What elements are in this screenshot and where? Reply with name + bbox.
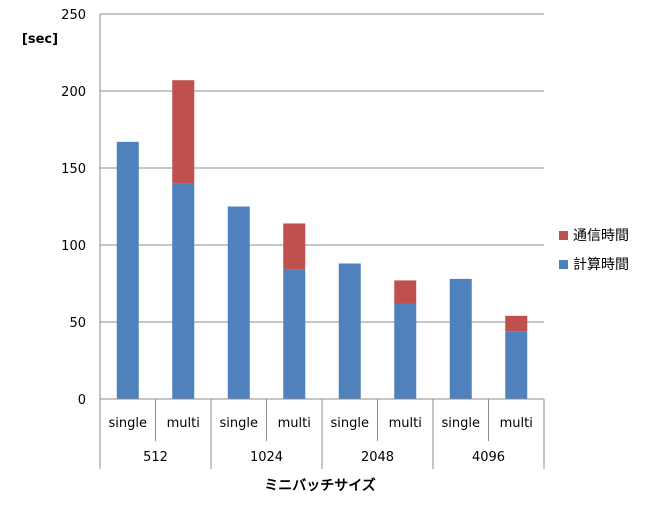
bar-4096-single-series-0 (449, 278, 472, 399)
x-subcategory-label-5: multi (389, 416, 422, 431)
bar-1024-multi-series-1 (283, 223, 306, 270)
bar-4096-multi-series-1 (505, 315, 528, 332)
legend-label-0: 通信時間 (573, 228, 629, 244)
y-tick-label-150: 150 (61, 162, 86, 177)
x-subcategory-label-0: single (109, 416, 148, 431)
gridlines (100, 13, 544, 323)
y-tick-label-100: 100 (61, 239, 86, 254)
bar-512-multi-series-0 (172, 183, 195, 399)
bar-512-multi-series-1 (172, 80, 195, 184)
y-tick-label-200: 200 (61, 85, 86, 100)
bar-1024-multi-series-0 (283, 269, 306, 399)
x-subcategory-label-1: multi (167, 416, 200, 431)
bar-512-single-series-0 (116, 141, 139, 399)
y-tick-label-50: 50 (69, 316, 86, 331)
legend-label-1: 計算時間 (573, 257, 629, 273)
y-tick-label-0: 0 (78, 393, 86, 408)
bar-4096-multi-series-0 (505, 331, 528, 399)
x-subcategory-label-6: single (442, 416, 481, 431)
x-axis-label: ミニバッチサイズ (264, 477, 376, 494)
bar-2048-multi-series-1 (394, 280, 417, 304)
axes: 0 50 100 150 200 250 single multi single multi sin… (61, 8, 545, 469)
x-group-label-2048: 2048 (361, 450, 394, 465)
x-subcategory-label-3: multi (278, 416, 311, 431)
bar-1024-single-series-0 (227, 206, 250, 399)
legend-swatch-1 (559, 260, 568, 269)
x-group-label-512: 512 (143, 450, 168, 465)
bar-2048-multi-series-0 (394, 303, 417, 399)
y-tick-label-250: 250 (61, 8, 86, 23)
legend-swatch-0 (559, 231, 568, 240)
x-subcategory-label-4: single (331, 416, 370, 431)
bars (116, 80, 528, 399)
x-subcategory-label-2: single (220, 416, 259, 431)
x-subcategory-label-7: multi (500, 416, 533, 431)
x-group-label-1024: 1024 (250, 450, 283, 465)
x-group-label-4096: 4096 (472, 450, 505, 465)
y-axis-label: [sec] (22, 32, 58, 47)
bar-2048-single-series-0 (338, 263, 361, 399)
